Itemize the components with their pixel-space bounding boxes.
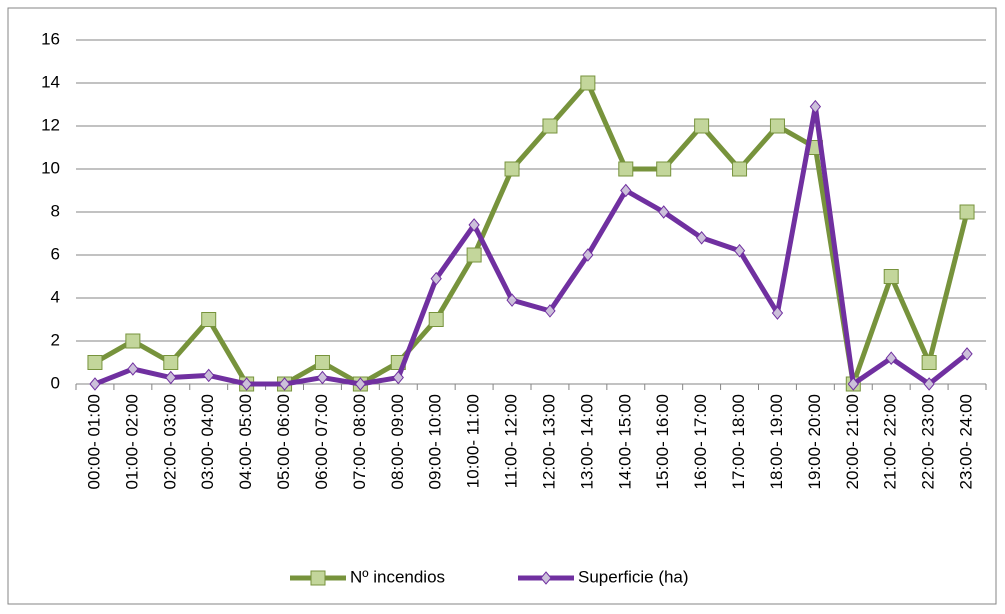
data-point [694,118,710,134]
x-tick-label: 20:00- 21:00 [843,394,862,489]
data-point [769,118,785,134]
legend-label: Superficie (ha) [578,567,689,586]
y-tick-label: 16 [41,29,60,48]
data-point [847,377,859,391]
data-point [580,75,596,91]
data-point [468,218,480,232]
x-tick-label: 09:00- 10:00 [426,394,445,489]
data-point [618,161,634,177]
data-point [923,377,935,391]
data-point [314,355,330,370]
data-point [582,248,594,262]
x-tick-label: 15:00- 16:00 [653,394,672,489]
data-point [201,312,217,327]
x-tick-label: 08:00- 09:00 [388,394,407,489]
data-point [733,243,746,258]
y-tick-label: 0 [51,373,60,392]
data-point [89,377,101,391]
x-tick-label: 05:00- 06:00 [274,394,293,489]
data-point [771,306,784,320]
x-tick-label: 04:00- 05:00 [236,394,255,489]
y-tick-label: 10 [41,158,60,177]
legend-marker [310,570,326,586]
data-point [127,362,139,376]
x-tick-label: 23:00- 24:00 [957,394,976,489]
data-point [961,347,973,361]
x-tick-label: 00:00- 01:00 [84,394,103,489]
legend-label: Nº incendios [350,567,445,586]
data-point [883,269,899,284]
data-point [240,377,253,391]
x-tick-label: 16:00- 17:00 [691,394,710,489]
series-line [94,104,969,387]
data-point [542,118,558,134]
series-line [93,80,970,387]
data-point [87,355,103,370]
data-point [203,368,215,383]
x-tick-label: 22:00- 23:00 [919,394,938,489]
data-point [125,333,141,349]
y-tick-label: 6 [51,244,60,263]
data-point [695,231,708,245]
legend-marker [540,571,552,585]
data-point [466,247,482,263]
data-point [658,205,670,219]
x-tick-label: 14:00- 15:00 [615,394,634,489]
data-point [506,293,518,307]
data-point [316,370,329,385]
x-tick-label: 13:00- 14:00 [577,394,596,489]
data-point [278,377,291,391]
data-point [620,183,632,198]
y-tick-label: 12 [41,115,60,134]
x-tick-label: 11:00- 12:00 [502,394,521,488]
data-point [732,161,748,177]
y-tick-label: 4 [51,287,60,306]
x-tick-label: 03:00- 04:00 [198,394,217,489]
chart-border [7,7,997,605]
data-point [354,377,367,391]
data-point [392,370,404,385]
data-point [428,312,444,327]
x-tick-label: 18:00- 19:00 [767,394,786,489]
x-tick-label: 02:00- 03:00 [160,394,179,489]
x-tick-label: 12:00- 13:00 [539,394,558,489]
y-tick-label: 8 [51,201,60,220]
x-tick-label: 07:00- 08:00 [350,394,369,489]
x-tick-label: 06:00- 07:00 [312,394,331,489]
data-point [163,355,179,370]
data-point [921,355,937,370]
data-point [544,304,556,318]
x-tick-label: 17:00- 18:00 [729,394,748,489]
y-tick-label: 2 [51,330,60,349]
data-point [165,370,177,385]
data-point [809,99,822,114]
data-point [959,204,975,220]
x-tick-label: 19:00- 20:00 [805,394,824,489]
data-point [885,351,897,365]
data-point [504,161,520,177]
data-point [430,271,442,286]
y-tick-label: 14 [41,72,60,91]
x-tick-label: 10:00- 11:00 [464,394,483,488]
data-point [656,161,672,177]
x-tick-label: 01:00- 02:00 [122,394,141,489]
x-tick-label: 21:00- 22:00 [881,394,900,489]
